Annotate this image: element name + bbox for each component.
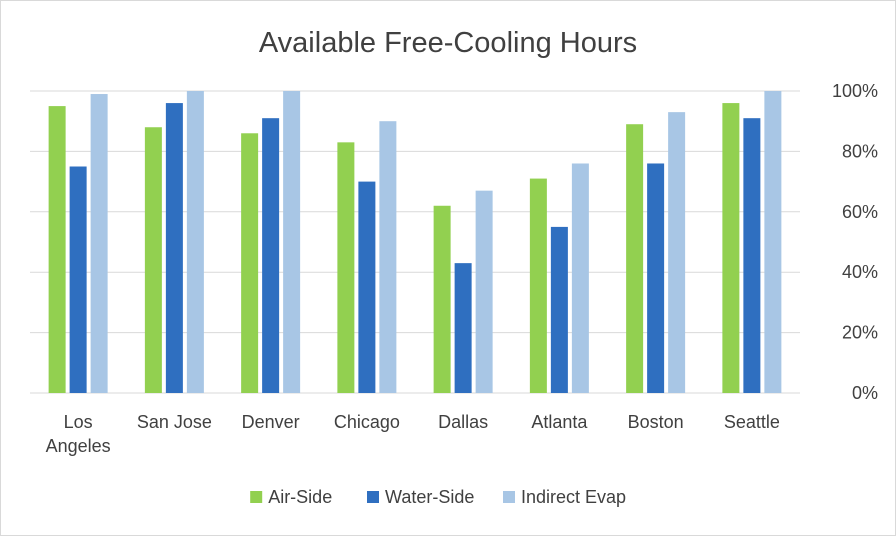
bar	[722, 103, 740, 393]
bar	[454, 263, 472, 393]
bar	[433, 205, 451, 393]
x-tick-label: Chicago	[334, 412, 400, 432]
x-tick-label: Denver	[242, 412, 300, 432]
legend-label: Air-Side	[268, 487, 332, 507]
bar	[283, 91, 301, 393]
y-tick-label: 100%	[832, 81, 878, 101]
y-axis-ticks: 0% 20% 40% 60% 80% 100%	[832, 81, 878, 403]
bar	[529, 178, 547, 393]
legend-label: Indirect Evap	[521, 487, 626, 507]
legend-label: Water-Side	[385, 487, 474, 507]
legend-swatch	[367, 491, 379, 503]
bar	[668, 112, 686, 393]
x-tick-label: Atlanta	[531, 412, 588, 432]
bar	[764, 91, 782, 393]
bar	[337, 142, 355, 393]
chart-title: Available Free-Cooling Hours	[259, 27, 637, 59]
y-tick-label: 0%	[852, 383, 878, 403]
x-tick-label: Boston	[628, 412, 684, 432]
bar	[69, 166, 87, 393]
bar	[186, 91, 204, 393]
bar	[743, 118, 761, 394]
x-tick-label: San Jose	[137, 412, 212, 432]
bar	[571, 163, 589, 393]
y-tick-label: 20%	[842, 323, 878, 343]
legend-swatch	[250, 491, 263, 503]
bar	[626, 124, 644, 393]
legend: Air-Side Water-Side Indirect Evap	[250, 487, 626, 507]
bar	[144, 127, 162, 394]
x-tick-label: Seattle	[724, 412, 780, 432]
y-tick-label: 60%	[842, 202, 878, 222]
bar	[475, 190, 493, 393]
y-tick-label: 80%	[842, 141, 878, 161]
bars	[48, 91, 782, 394]
bar	[550, 226, 568, 393]
bar	[90, 94, 108, 394]
bar	[165, 103, 183, 393]
x-tick-label: Angeles	[46, 436, 111, 456]
bar	[647, 163, 665, 393]
bar	[262, 118, 280, 394]
bar	[358, 181, 376, 393]
bar	[241, 133, 259, 393]
bar	[379, 121, 397, 393]
x-tick-label: Los	[64, 412, 93, 432]
x-tick-label: Dallas	[438, 412, 488, 432]
legend-swatch	[503, 491, 515, 503]
y-tick-label: 40%	[842, 262, 878, 282]
bar	[48, 106, 66, 393]
x-axis-ticks: Los Angeles San Jose Denver Chicago Dallas Atl…	[46, 412, 780, 456]
